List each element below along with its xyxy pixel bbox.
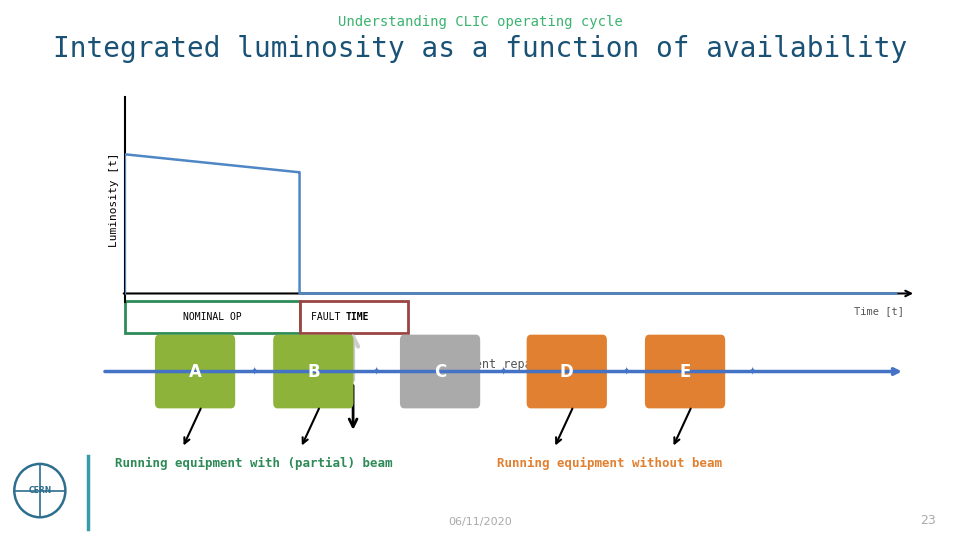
FancyBboxPatch shape xyxy=(645,335,725,408)
Text: E: E xyxy=(680,362,691,381)
Text: CERN: CERN xyxy=(28,486,52,495)
Y-axis label: Luminosity [t]: Luminosity [t] xyxy=(109,152,119,247)
Text: ✦: ✦ xyxy=(748,367,757,376)
Text: Running equipment with (partial) beam: Running equipment with (partial) beam xyxy=(115,457,393,470)
Text: ✦: ✦ xyxy=(372,367,381,376)
Text: A: A xyxy=(188,362,202,381)
Text: C: C xyxy=(434,362,446,381)
Text: FAULT: FAULT xyxy=(311,312,346,322)
Text: TIME: TIME xyxy=(346,312,370,322)
Text: 06/11/2020: 06/11/2020 xyxy=(448,516,512,526)
Text: Time [t]: Time [t] xyxy=(854,306,904,316)
Text: D: D xyxy=(560,362,574,381)
FancyBboxPatch shape xyxy=(155,335,235,408)
Text: Equipment repaired: Equipment repaired xyxy=(432,359,560,372)
Text: Understanding CLIC operating cycle: Understanding CLIC operating cycle xyxy=(338,15,622,29)
FancyBboxPatch shape xyxy=(300,301,408,333)
FancyBboxPatch shape xyxy=(125,301,300,333)
Text: ✦: ✦ xyxy=(250,367,259,376)
FancyBboxPatch shape xyxy=(274,335,353,408)
Text: NOMINAL OP: NOMINAL OP xyxy=(182,312,242,322)
Text: 23: 23 xyxy=(921,514,936,526)
FancyBboxPatch shape xyxy=(400,335,480,408)
Text: Running equipment without beam: Running equipment without beam xyxy=(496,457,722,470)
Text: ✦: ✦ xyxy=(621,367,631,376)
Text: B: B xyxy=(307,362,320,381)
FancyBboxPatch shape xyxy=(527,335,607,408)
Text: ✦: ✦ xyxy=(499,367,508,376)
Text: Integrated luminosity as a function of availability: Integrated luminosity as a function of a… xyxy=(53,35,907,63)
